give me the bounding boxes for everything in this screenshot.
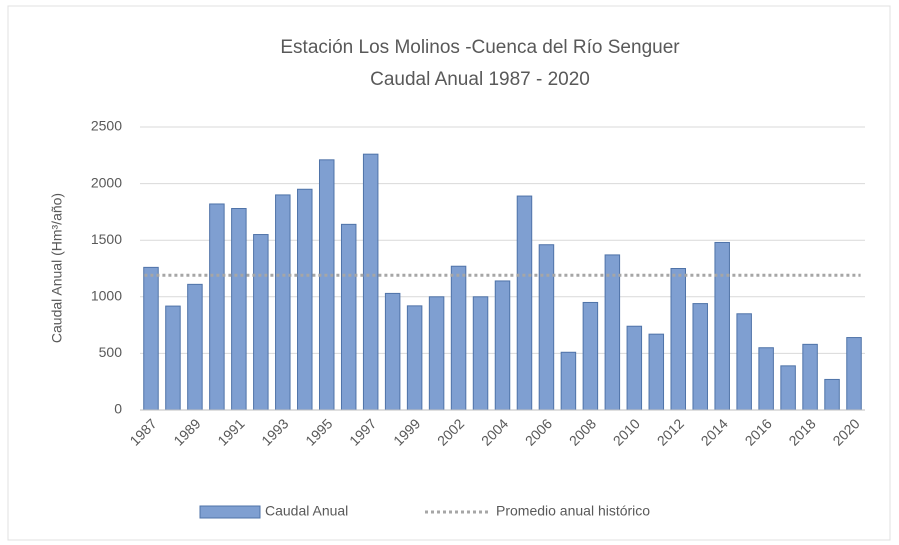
legend-swatch [199,505,261,519]
bar [494,280,511,411]
bar [297,188,313,411]
bar [714,241,730,411]
legend-label: Promedio anual histórico [496,503,650,519]
y-tick-label: 1000 [91,288,122,304]
y-tick-label: 2000 [91,174,122,190]
bar [758,347,774,411]
bar [406,305,423,411]
bar [670,268,687,411]
bar [472,296,489,411]
bar [736,313,752,411]
bar [143,266,159,411]
bar [560,351,577,411]
bar [165,305,181,411]
bar [538,244,555,411]
bar [340,223,357,411]
bar [450,265,467,411]
y-axis-title: Caudal Anual (Hm³/año) [49,193,65,343]
bar [384,292,401,411]
y-tick-label: 500 [99,344,123,360]
bar [648,333,665,411]
y-tick-label: 2500 [91,118,122,134]
bar [253,234,269,411]
bar [187,283,203,411]
bar [604,254,621,411]
bar [692,303,708,411]
bar [428,296,445,411]
chart-title: Estación Los Molinos -Cuenca del Río Sen… [280,37,680,58]
bar [780,365,796,411]
bar [824,378,840,411]
bar [802,343,818,411]
chart-subtitle: Caudal Anual 1987 - 2020 [370,69,590,90]
bar [231,208,247,411]
bar [846,337,862,411]
y-tick-label: 1500 [91,231,122,247]
bar [362,153,379,411]
bar [626,325,643,411]
bar [275,194,291,411]
bar [318,159,335,411]
y-tick-label: 0 [114,401,122,417]
bar [516,195,533,411]
bar [582,301,599,411]
legend-label: Caudal Anual [265,503,348,519]
bar [209,203,225,411]
